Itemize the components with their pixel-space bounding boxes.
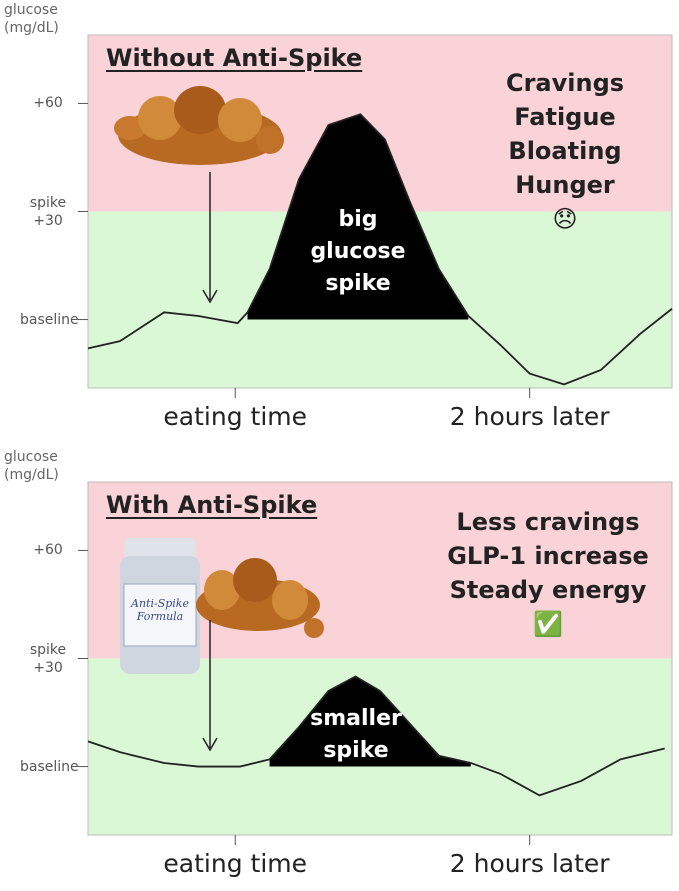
effect-item: 😞 — [552, 205, 578, 233]
supplement-bottle — [120, 538, 200, 674]
x-tick-label: 2 hours later — [449, 849, 610, 878]
chart-title: Without Anti-Spike — [106, 44, 363, 72]
y-axis-title: glucose (mg/dL) — [4, 449, 59, 483]
croissant-illustration — [114, 86, 284, 165]
product-label: Anti-Spike Formula — [131, 597, 189, 623]
spike-fill — [247, 114, 469, 320]
y-tick-label: +60 — [33, 95, 63, 112]
effect-item: ✅ — [533, 610, 563, 638]
effect-item: Steady energy — [449, 576, 647, 604]
x-tick-label: eating time — [163, 849, 308, 878]
x-tick-label: 2 hours later — [449, 402, 610, 431]
arrow-head — [202, 737, 218, 752]
effect-item: Hunger — [515, 171, 615, 199]
y-tick-label: spike +30 — [29, 194, 67, 229]
arrow-head — [202, 289, 218, 304]
effect-item: Less cravings — [456, 508, 640, 536]
effect-item: Fatigue — [514, 103, 616, 131]
glucose-line — [87, 113, 673, 386]
spike-label: big glucose spike — [310, 207, 406, 296]
y-axis-title: glucose (mg/dL) — [4, 2, 59, 36]
glucose-line — [87, 675, 665, 797]
croissant-illustration — [196, 558, 324, 638]
spike-fill — [269, 676, 471, 767]
chart-title: With Anti-Spike — [106, 491, 318, 519]
effect-item: Bloating — [508, 137, 622, 165]
x-tick-label: eating time — [163, 402, 308, 431]
y-tick-label: spike +30 — [29, 641, 67, 676]
effect-item: GLP-1 increase — [447, 542, 649, 570]
y-tick-label: baseline — [20, 758, 79, 775]
spike-label: smaller spike — [310, 706, 402, 763]
y-tick-label: baseline — [20, 311, 79, 328]
y-tick-label: +60 — [33, 542, 63, 559]
effect-item: Cravings — [505, 69, 625, 97]
